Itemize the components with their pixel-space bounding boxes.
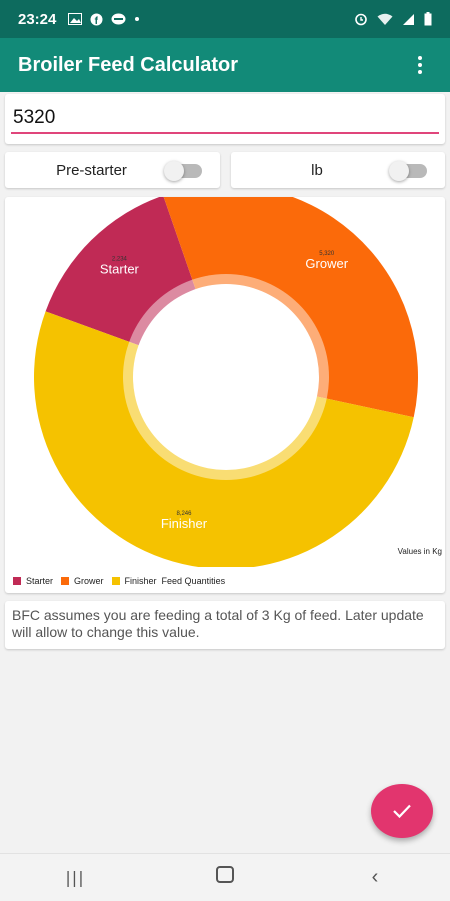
- lb-toggle-card: lb: [231, 152, 445, 188]
- lb-switch[interactable]: [389, 161, 427, 181]
- input-card: [5, 94, 445, 144]
- legend-label-finisher: Finisher: [124, 576, 157, 586]
- slice-label-grower: Grower: [305, 256, 348, 271]
- flock-size-input[interactable]: [11, 104, 439, 134]
- slice-label-starter: Starter: [100, 262, 140, 277]
- app-bar: Broiler Feed Calculator: [0, 38, 450, 92]
- signal-icon: [403, 13, 414, 25]
- donut-hole: [133, 284, 319, 470]
- slice-value-grower: 5,320: [319, 251, 335, 257]
- legend-swatch-finisher: [111, 577, 120, 585]
- check-icon: [393, 804, 411, 819]
- recents-icon[interactable]: |||: [65, 868, 85, 887]
- dot-icon: [135, 17, 140, 21]
- messenger-icon: [111, 13, 126, 24]
- legend-item-finisher: Finisher: [111, 576, 157, 586]
- slice-value-finisher: 8,246: [176, 511, 192, 517]
- slice-label-finisher: Finisher: [161, 516, 208, 531]
- legend-label-starter: Starter: [26, 576, 54, 586]
- feed-chart-card: 2,234 Starter 5,320 Grower 8,246 Finisher Val…: [5, 197, 445, 593]
- status-bar: 23:24 f: [0, 0, 450, 38]
- pre-starter-label: Pre-starter: [56, 161, 127, 179]
- legend-item-grower: Grower: [61, 576, 104, 586]
- more-vert-icon[interactable]: [408, 50, 432, 80]
- status-time: 23:24: [18, 10, 57, 28]
- info-card: BFC assumes you are feeding a total of 3…: [5, 601, 445, 649]
- switch-thumb: [164, 161, 184, 181]
- back-icon[interactable]: ‹: [371, 866, 379, 888]
- calculate-fab[interactable]: [371, 784, 433, 838]
- info-text: BFC assumes you are feeding a total of 3…: [12, 607, 424, 640]
- legend-item-starter: Starter: [13, 576, 53, 586]
- pre-starter-toggle-card: Pre-starter: [5, 152, 220, 188]
- wifi-icon: [377, 13, 393, 25]
- legend-swatch-starter: [13, 577, 21, 585]
- image-icon: [68, 13, 83, 25]
- chart-legend: Starter Grower Finisher Feed Quantities: [13, 576, 225, 586]
- legend-swatch-grower: [61, 577, 70, 585]
- values-unit-note: Values in Kg: [397, 547, 442, 556]
- svg-text:f: f: [95, 16, 99, 26]
- pre-starter-switch[interactable]: [164, 161, 202, 181]
- lb-label: lb: [311, 161, 323, 179]
- battery-icon: [424, 12, 432, 26]
- facebook-icon: f: [90, 13, 103, 26]
- slice-value-starter: 2,234: [112, 257, 128, 263]
- legend-description: Feed Quantities: [161, 576, 226, 586]
- app-title: Broiler Feed Calculator: [18, 53, 239, 76]
- home-button[interactable]: [195, 866, 255, 889]
- switch-thumb: [389, 161, 409, 181]
- home-icon: [216, 866, 234, 883]
- alarm-icon: [355, 13, 367, 26]
- legend-label-grower: Grower: [74, 576, 104, 586]
- system-nav-bar: ||| ‹: [0, 853, 450, 901]
